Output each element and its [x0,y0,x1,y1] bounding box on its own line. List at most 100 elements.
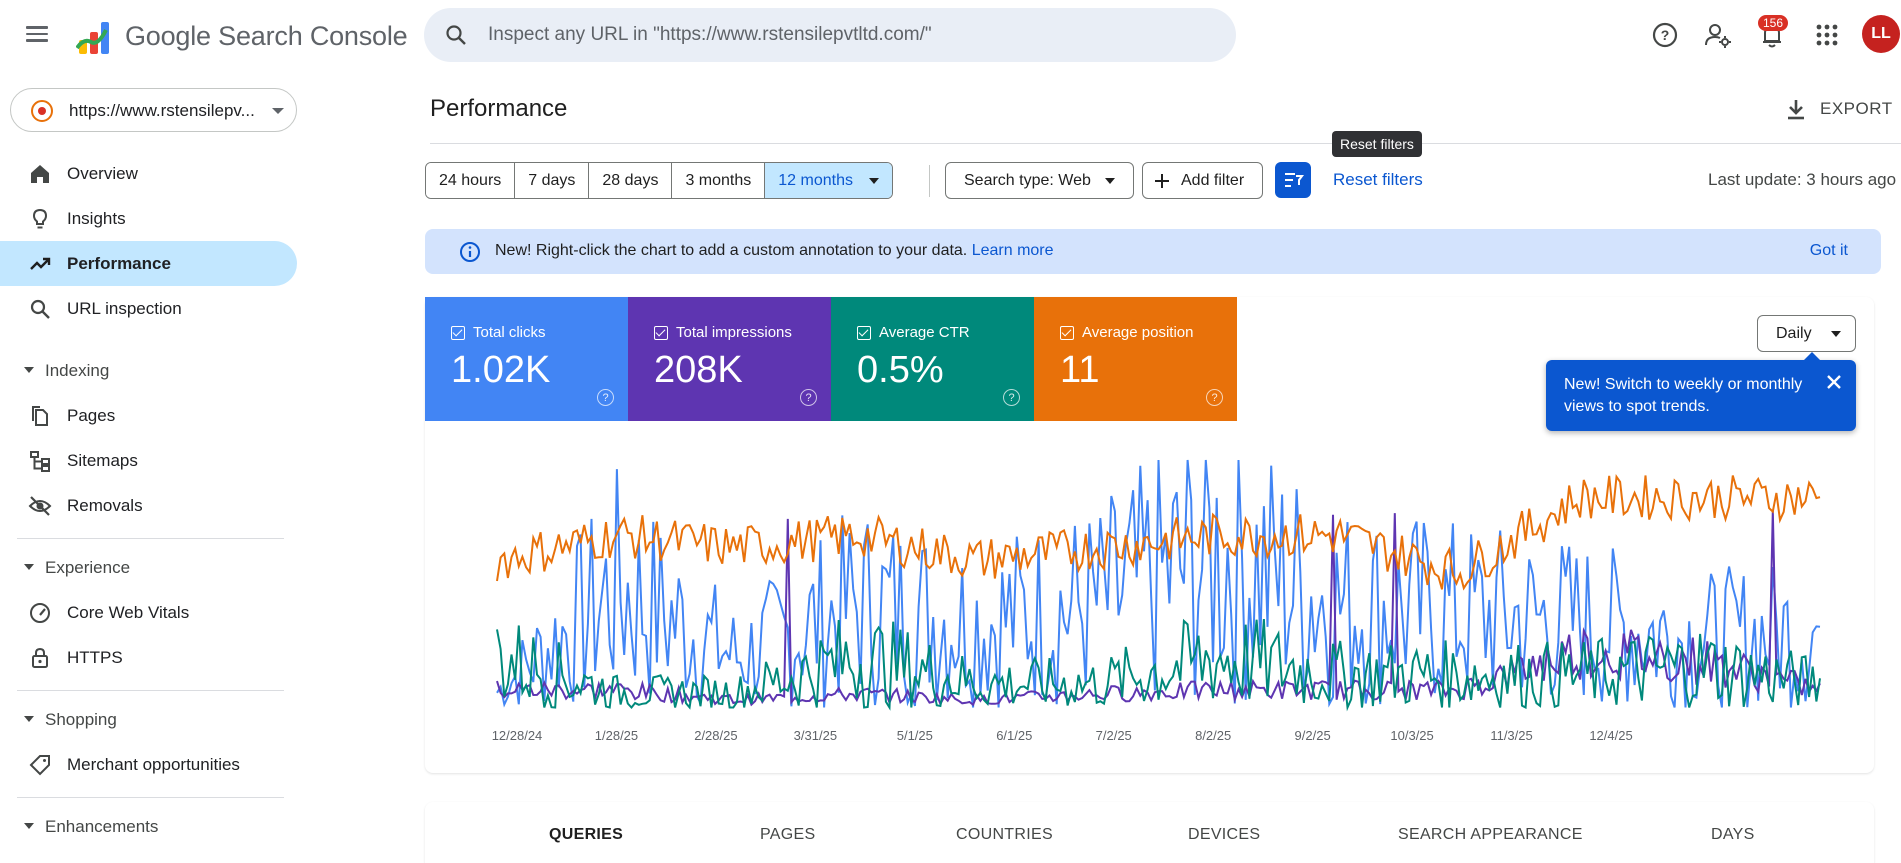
metric-checkbox[interactable] [451,326,465,340]
sidebar-section-experience[interactable]: Experience [0,547,297,587]
help-icon[interactable]: ? [1206,389,1223,406]
sidebar-item-core-web-vitals[interactable]: Core Web Vitals [0,590,297,635]
sidebar-item-label: URL inspection [67,299,182,318]
help-icon[interactable]: ? [1003,389,1020,406]
tab-pages[interactable]: PAGES [760,826,816,843]
help-icon[interactable]: ? [800,389,817,406]
tag-icon [29,755,50,776]
help-icon[interactable]: ? [1650,20,1680,50]
section-label: Shopping [45,710,117,729]
reset-filters-tooltip: Reset filters [1332,131,1422,157]
x-tick-label: 11/3/25 [1490,728,1532,743]
close-icon[interactable] [1824,372,1844,392]
learn-more-link[interactable]: Learn more [971,242,1054,259]
search-input[interactable] [488,18,1208,52]
sidebar-item-label: Core Web Vitals [67,603,190,622]
help-icon[interactable]: ? [597,389,614,406]
sidebar-item-label: Pages [67,406,116,425]
x-tick-label: 2/28/25 [694,728,737,743]
svg-text:?: ? [1661,27,1670,43]
metric-average-position[interactable]: Average position 11 ? [1034,297,1237,421]
page-title: Performance [430,95,568,122]
got-it-button[interactable]: Got it [1809,242,1848,259]
chevron-down-icon [272,108,284,114]
sidebar-item-https[interactable]: HTTPS [0,635,297,680]
info-icon [460,242,480,262]
sidebar-section-enhancements[interactable]: Enhancements [0,806,297,846]
tab-devices[interactable]: DEVICES [1188,826,1261,843]
metric-total-clicks[interactable]: Total clicks 1.02K ? [425,297,628,421]
tab-countries[interactable]: COUNTRIES [956,826,1053,843]
sidebar-item-merchant-opportunities[interactable]: Merchant opportunities [0,742,297,787]
x-tick-label: 12/4/25 [1589,728,1632,743]
range-7-days[interactable]: 7 days [515,163,590,198]
tab-search-appearance[interactable]: SEARCH APPEARANCE [1398,826,1583,843]
site-favicon-icon [31,100,53,122]
sidebar-item-performance[interactable]: Performance [0,241,297,286]
metric-checkbox[interactable] [654,326,668,340]
section-label: Experience [45,558,131,577]
metric-average-ctr[interactable]: Average CTR 0.5% ? [831,297,1034,421]
search-icon [446,25,466,45]
metric-value: 0.5% [857,349,944,391]
range-12-months[interactable]: 12 months [765,163,892,198]
sidebar-item-url-inspection[interactable]: URL inspection [0,286,297,331]
search-type-label: Search type: Web [964,171,1091,189]
apps-grid-icon[interactable] [1812,20,1842,50]
sidebar-item-pages[interactable]: Pages [0,393,297,438]
export-label: EXPORT [1820,99,1893,118]
property-selector[interactable]: https://www.rstensilepv... [10,88,297,132]
add-filter-button[interactable]: Add filter [1142,162,1264,199]
download-icon [1788,100,1804,120]
notification-count-badge: 156 [1758,15,1789,31]
x-tick-label: 5/1/25 [897,728,933,743]
range-3-months[interactable]: 3 months [672,163,766,198]
filter-settings-button[interactable] [1275,162,1311,198]
sidebar-item-label: Insights [67,209,126,228]
metric-checkbox[interactable] [857,326,871,340]
sidebar-divider [17,690,284,691]
series-line-average-ctr [496,618,1821,712]
series-line-total-clicks [496,459,1821,708]
sidebar-item-insights[interactable]: Insights [0,196,297,241]
section-label: Enhancements [45,817,159,836]
url-inspection-search[interactable] [424,8,1236,62]
x-tick-label: 10/3/25 [1390,728,1433,743]
lightbulb-icon [32,208,48,229]
manage-users-icon[interactable] [1703,20,1733,50]
banner-message: New! Right-click the chart to add a cust… [495,242,1054,260]
sidebar-item-overview[interactable]: Overview [0,151,297,196]
metric-checkbox[interactable] [1060,326,1074,340]
sidebar-section-indexing[interactable]: Indexing [0,350,297,390]
metric-value: 208K [654,349,743,391]
main-menu-button[interactable] [26,22,54,50]
metric-total-impressions[interactable]: Total impressions 208K ? [628,297,831,421]
app-title: Google Search Console [125,21,408,51]
metric-label: Total clicks [473,324,546,341]
tab-days[interactable]: DAYS [1711,826,1755,843]
sidebar-section-shopping[interactable]: Shopping [0,699,297,739]
granularity-select[interactable]: Daily [1757,315,1856,352]
search-type-filter[interactable]: Search type: Web [945,162,1134,199]
add-filter-label: Add filter [1181,171,1245,189]
x-tick-label: 7/2/25 [1096,728,1132,743]
sitemap-icon [30,451,50,472]
section-label: Indexing [45,361,110,380]
sidebar-item-removals[interactable]: Removals [0,483,297,528]
reset-filters-link[interactable]: Reset filters [1333,170,1423,189]
popover-text: New! Switch to weekly or monthly views t… [1564,376,1803,415]
chevron-down-icon [1831,331,1841,337]
sidebar-item-sitemaps[interactable]: Sitemaps [0,438,297,483]
metric-label: Average CTR [879,324,970,341]
collapse-arrow-icon [24,564,34,570]
tab-queries[interactable]: QUERIES [549,826,624,843]
account-avatar[interactable]: LL [1862,15,1900,53]
sidebar-divider [17,538,284,539]
plus-icon [1155,173,1169,188]
chevron-down-icon [868,177,879,184]
filter-list-icon [1285,173,1304,187]
export-button[interactable]: EXPORT [1786,94,1893,124]
range-28-days[interactable]: 28 days [589,163,673,198]
performance-line-chart[interactable]: 12/28/24 1/28/25 2/28/25 3/31/25 5/1/25 6/1/2… [425,430,1874,750]
range-24-hours[interactable]: 24 hours [426,163,516,198]
